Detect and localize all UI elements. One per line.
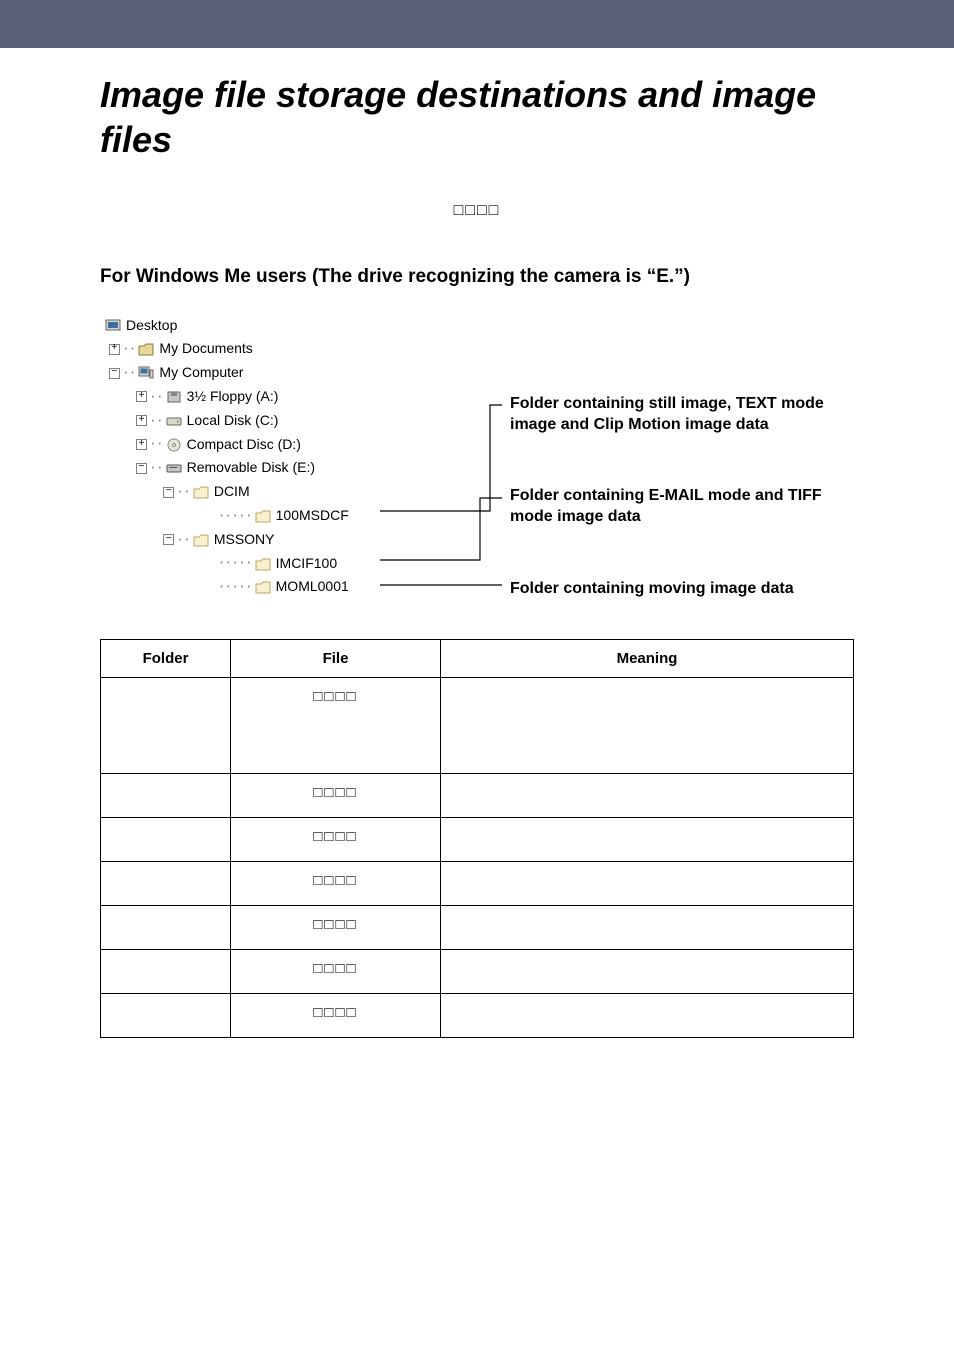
- annotation-block: Folder containing still image, TEXT mode…: [380, 310, 854, 390]
- cell-folder: [101, 818, 231, 862]
- tree-label: Desktop: [126, 314, 177, 338]
- th-folder: Folder: [101, 640, 231, 678]
- table-row: □□□□: [101, 818, 854, 862]
- expand-icon[interactable]: +: [136, 415, 147, 426]
- folder-icon: [192, 532, 210, 548]
- tree-100msdcf: ····· 100MSDCF: [102, 504, 378, 528]
- tree-label: 3½ Floppy (A:): [187, 385, 279, 409]
- tree-label: My Documents: [159, 337, 252, 361]
- top-bar: [0, 0, 954, 48]
- computer-icon: [137, 365, 155, 381]
- tree-label: Compact Disc (D:): [187, 433, 301, 457]
- cell-file: □□□□: [231, 678, 441, 774]
- tree-mycomputer: − ·· My Computer: [102, 361, 378, 385]
- cell-meaning: [441, 678, 854, 774]
- tree-label: MOML0001: [276, 575, 349, 599]
- placeholder-glyph-row: □□□□: [100, 202, 854, 220]
- cell-meaning: [441, 862, 854, 906]
- table-header-row: Folder File Meaning: [101, 640, 854, 678]
- tree-moml: ····· MOML0001: [102, 575, 378, 599]
- cell-meaning: [441, 906, 854, 950]
- folder-icon: [254, 579, 272, 595]
- removable-drive-icon: [165, 460, 183, 476]
- tree-cd: + ·· Compact Disc (D:): [102, 433, 378, 457]
- cell-file: □□□□: [231, 994, 441, 1038]
- tree-label: My Computer: [159, 361, 243, 385]
- table-row: □□□□: [101, 774, 854, 818]
- annotation-moving-image: Folder containing moving image data: [510, 578, 850, 600]
- cell-folder: [101, 774, 231, 818]
- folder-icon: [192, 484, 210, 500]
- annotation-email-tiff: Folder containing E-MAIL mode and TIFF m…: [510, 485, 840, 528]
- tree-desktop: Desktop: [102, 314, 378, 338]
- floppy-icon: [165, 389, 183, 405]
- table-row: □□□□: [101, 906, 854, 950]
- explorer-diagram: Desktop + ·· My Documents − ·· My Comput…: [100, 310, 854, 604]
- table-row: □□□□: [101, 678, 854, 774]
- tree-mssony: − ·· MSSONY: [102, 528, 378, 552]
- cell-file: □□□□: [231, 950, 441, 994]
- tree-label: MSSONY: [214, 528, 275, 552]
- cell-folder: [101, 950, 231, 994]
- desktop-icon: [104, 318, 122, 334]
- tree-label: 100MSDCF: [276, 504, 349, 528]
- collapse-icon[interactable]: −: [109, 368, 120, 379]
- annotation-still-image: Folder containing still image, TEXT mode…: [510, 393, 870, 436]
- cell-file: □□□□: [231, 862, 441, 906]
- collapse-icon[interactable]: −: [163, 487, 174, 498]
- drive-icon: [165, 413, 183, 429]
- tree-mydocuments: + ·· My Documents: [102, 337, 378, 361]
- tree-label: DCIM: [214, 480, 250, 504]
- cd-icon: [165, 437, 183, 453]
- table-row: □□□□: [101, 862, 854, 906]
- folder-file-meaning-table: Folder File Meaning □□□□ □□□□ □□□□: [100, 639, 854, 1038]
- tree-removable: − ·· Removable Disk (E:): [102, 456, 378, 480]
- cell-meaning: [441, 774, 854, 818]
- table-row: □□□□: [101, 994, 854, 1038]
- folder-tree: Desktop + ·· My Documents − ·· My Comput…: [100, 310, 380, 604]
- cell-folder: [101, 862, 231, 906]
- th-file: File: [231, 640, 441, 678]
- tree-label: Local Disk (C:): [187, 409, 279, 433]
- cell-folder: [101, 678, 231, 774]
- cell-file: □□□□: [231, 818, 441, 862]
- page-content: Image file storage destinations and imag…: [0, 48, 954, 1078]
- expand-icon[interactable]: +: [109, 344, 120, 355]
- cell-folder: [101, 994, 231, 1038]
- tree-label: IMCIF100: [276, 552, 337, 576]
- cell-file: □□□□: [231, 774, 441, 818]
- cell-meaning: [441, 818, 854, 862]
- documents-icon: [137, 341, 155, 357]
- tree-floppy: + ·· 3½ Floppy (A:): [102, 385, 378, 409]
- collapse-icon[interactable]: −: [136, 463, 147, 474]
- tree-localdisk: + ·· Local Disk (C:): [102, 409, 378, 433]
- cell-meaning: [441, 994, 854, 1038]
- folder-icon: [254, 556, 272, 572]
- th-meaning: Meaning: [441, 640, 854, 678]
- table-row: □□□□: [101, 950, 854, 994]
- tree-label: Removable Disk (E:): [187, 456, 315, 480]
- cell-folder: [101, 906, 231, 950]
- tree-dcim: − ·· DCIM: [102, 480, 378, 504]
- cell-file: □□□□: [231, 906, 441, 950]
- expand-icon[interactable]: +: [136, 391, 147, 402]
- section-subhead: For Windows Me users (The drive recogniz…: [100, 264, 854, 290]
- collapse-icon[interactable]: −: [163, 534, 174, 545]
- page-title: Image file storage destinations and imag…: [100, 72, 854, 162]
- cell-meaning: [441, 950, 854, 994]
- tree-imcif: ····· IMCIF100: [102, 552, 378, 576]
- expand-icon[interactable]: +: [136, 439, 147, 450]
- folder-icon: [254, 508, 272, 524]
